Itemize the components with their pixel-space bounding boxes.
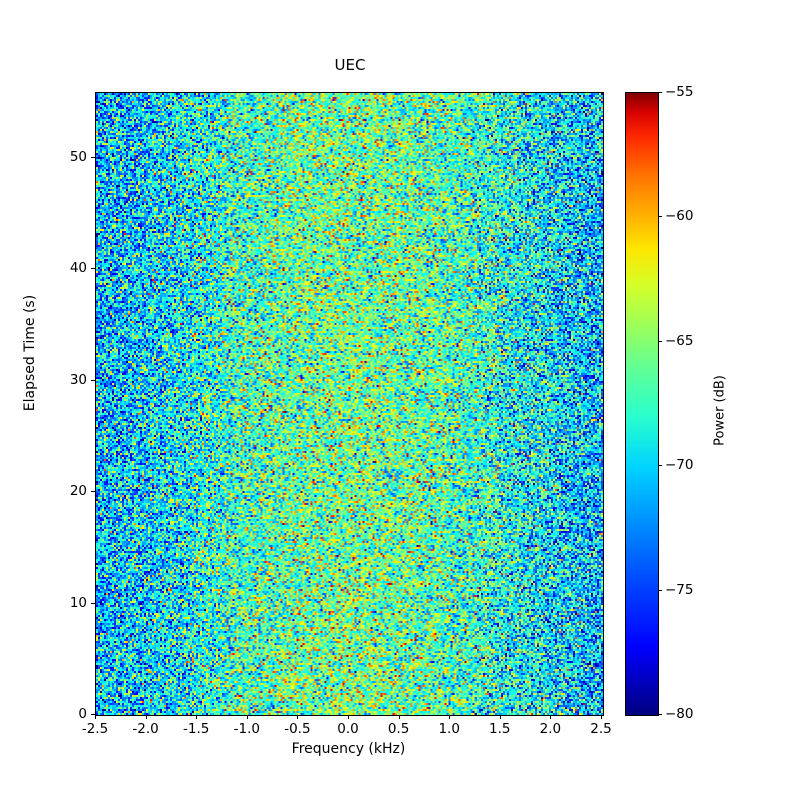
x-tick-mark: [95, 715, 96, 719]
x-tick-mark: [449, 715, 451, 719]
y-tick-mark: [91, 156, 95, 158]
colorbar-tick-mark: [658, 589, 662, 591]
y-tick-mark: [91, 491, 95, 493]
y-tick-mark: [91, 602, 95, 604]
x-tick-mark: [499, 715, 501, 719]
x-tick-label: -2.0: [132, 721, 159, 737]
colorbar-tick-label: −60: [665, 208, 694, 225]
x-tick-label: 0.5: [387, 721, 410, 737]
x-tick-label: -1.0: [233, 721, 260, 737]
x-tick-mark: [246, 715, 248, 719]
x-tick-label: 1.5: [489, 721, 511, 737]
colorbar-tick-label: −65: [665, 332, 694, 349]
colorbar-tick-label: −75: [665, 581, 694, 598]
x-tick-mark: [196, 715, 198, 719]
x-tick-label: -0.5: [284, 721, 311, 737]
x-tick-mark: [398, 715, 400, 719]
y-tick-mark: [91, 714, 95, 715]
colorbar: [625, 92, 659, 716]
x-tick-mark: [550, 715, 552, 719]
spectrogram-plot-area: [95, 92, 604, 716]
y-tick-label: 10: [69, 594, 87, 611]
x-tick-mark: [601, 715, 602, 719]
y-tick-label: 0: [78, 706, 87, 722]
x-tick-label: 2.5: [590, 721, 612, 737]
x-tick-label: 0.0: [337, 721, 359, 737]
x-tick-label: 1.0: [438, 721, 460, 737]
title-line-station: UEC: [334, 56, 366, 74]
colorbar-tick-mark: [658, 340, 662, 342]
x-tick-mark: [348, 715, 349, 719]
y-tick-mark: [91, 379, 95, 381]
colorbar-tick-mark: [658, 714, 662, 715]
x-tick-label: -1.5: [183, 721, 210, 737]
colorbar-tick-label: −80: [665, 706, 694, 722]
x-axis-label: Frequency (kHz): [291, 741, 406, 757]
colorbar-tick-mark: [658, 92, 662, 93]
x-tick-label: -2.5: [81, 721, 109, 737]
y-tick-label: 30: [69, 371, 87, 388]
x-tick-mark: [145, 715, 147, 719]
y-axis-label: Elapsed Time (s): [22, 294, 38, 412]
colorbar-tick-label: −70: [665, 457, 694, 474]
y-tick-mark: [91, 268, 95, 270]
y-tick-label: 50: [69, 148, 87, 165]
colorbar-tick-mark: [658, 216, 662, 218]
y-tick-label: 40: [69, 260, 87, 277]
colorbar-tick-mark: [658, 465, 662, 467]
x-tick-mark: [297, 715, 299, 719]
spectrogram-image: [96, 93, 603, 715]
colorbar-label: Power (dB): [712, 375, 728, 446]
colorbar-tick-label: −55: [665, 84, 694, 100]
y-tick-label: 20: [69, 483, 87, 500]
x-tick-label: 2.0: [539, 721, 562, 737]
colorbar-gradient: [626, 93, 658, 715]
